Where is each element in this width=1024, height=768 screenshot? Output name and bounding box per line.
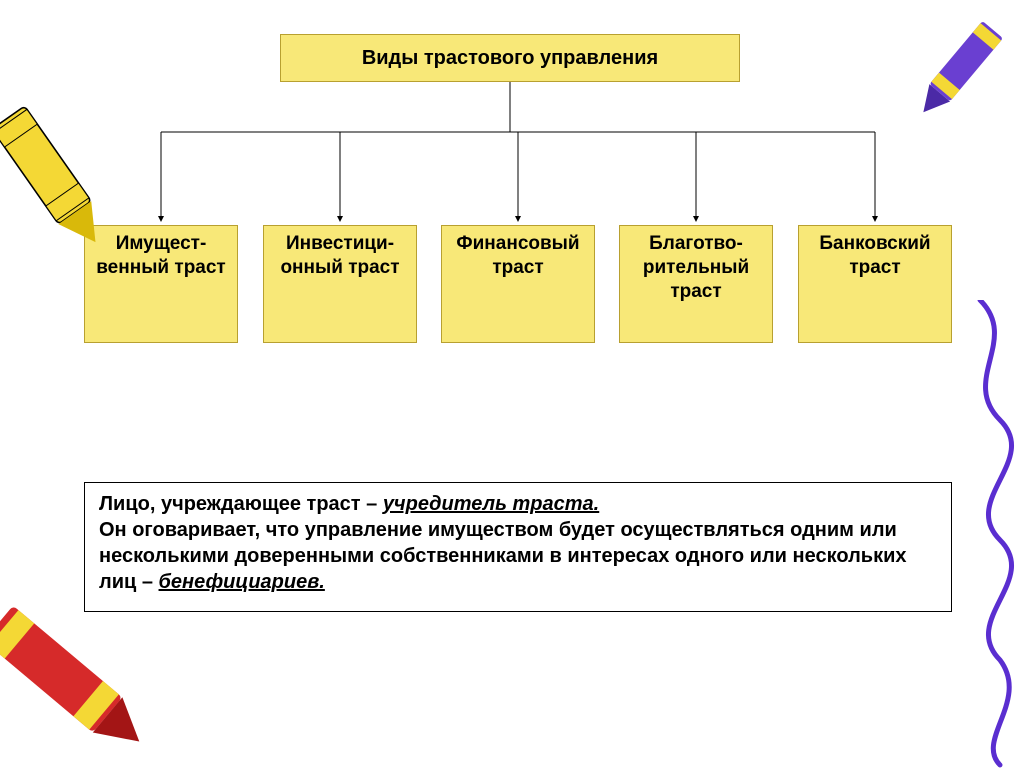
child-label: Имущест-венный траст (93, 232, 229, 280)
child-label: Финансовый траст (450, 232, 586, 280)
description-box: Лицо, учреждающее траст – учредитель тра… (84, 482, 952, 612)
squiggle-icon (960, 300, 1024, 768)
root-node: Виды трастового управления (280, 34, 740, 82)
child-node: Имущест-венный траст (84, 225, 238, 343)
desc-term-1: учредитель траста. (383, 493, 599, 515)
desc-term-2: бенефициариев. (159, 571, 325, 593)
child-label: Банковский траст (807, 232, 943, 280)
tree-connectors (0, 0, 1024, 768)
root-label: Виды трастового управления (362, 46, 658, 71)
child-node: Инвестици-онный траст (263, 225, 417, 343)
desc-text-1: Лицо, учреждающее траст – (99, 493, 383, 515)
child-node: Финансовый траст (441, 225, 595, 343)
child-label: Благотво-рительный траст (628, 232, 764, 303)
child-node: Благотво-рительный траст (619, 225, 773, 343)
child-node: Банковский траст (798, 225, 952, 343)
crayon-purple-icon (890, 0, 1024, 140)
child-label: Инвестици-онный траст (272, 232, 408, 280)
